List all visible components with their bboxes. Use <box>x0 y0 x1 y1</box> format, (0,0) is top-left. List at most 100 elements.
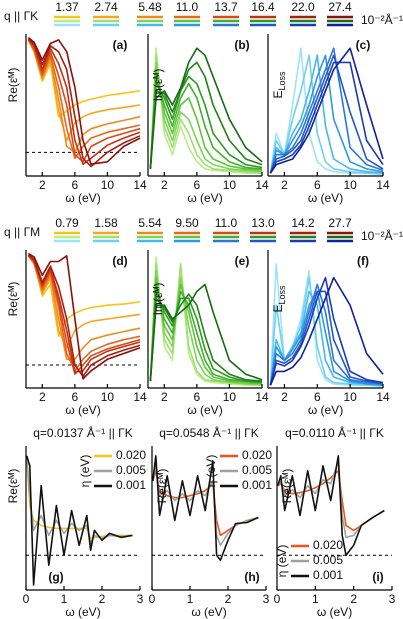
x-tick-label: 10 <box>101 178 115 192</box>
curve <box>269 61 384 174</box>
x-tick-label: 10 <box>223 178 237 192</box>
legend-entry: 5.54 <box>138 216 162 230</box>
legend-entry: 5.48 <box>138 0 162 14</box>
curve <box>269 290 384 386</box>
x-tick-label: 0 <box>23 592 30 606</box>
x-tick-label: 3 <box>263 592 270 606</box>
y-axis-label-main: Im(εᴹ) <box>151 69 165 102</box>
x-tick-label: 2 <box>350 592 357 606</box>
y-axis-label: Im(εᴹ) <box>151 69 165 102</box>
y-axis-label-main: Re(εᴹ) <box>155 469 169 504</box>
y-axis-label-sub: Loss <box>277 71 287 91</box>
legend-entry: 13.7 <box>214 0 238 14</box>
x-tick-label: 6 <box>194 178 201 192</box>
curve <box>149 276 263 385</box>
y-axis-label: Re(εᴹ) <box>155 469 169 504</box>
legend-entry: 0.020 <box>313 538 343 552</box>
curve <box>149 75 263 169</box>
x-tick-label: 6 <box>314 178 321 192</box>
curve <box>269 47 384 174</box>
y-axis-label-main: Re(εᴹ) <box>6 68 20 103</box>
x-tick-label: 10 <box>101 390 115 404</box>
x-tick-label: 10 <box>343 390 357 404</box>
legend-unit: 10⁻²Å⁻¹ <box>361 12 403 27</box>
x-tick-label: 3 <box>137 592 144 606</box>
legend-title: q || ΓM <box>4 225 40 239</box>
curve <box>277 455 385 556</box>
y-axis-label-sub: Loss <box>277 285 287 305</box>
legend-entry: 1.37 <box>55 0 79 14</box>
x-tick-label: 1 <box>312 592 319 606</box>
legend-entry: 0.020 <box>116 448 146 462</box>
y-axis-label-main: Im(εᴹ) <box>151 283 165 316</box>
x-tick-label: 6 <box>194 390 201 404</box>
y-axis-label: Re(εᴹ) <box>6 68 20 103</box>
curve <box>149 47 263 169</box>
panel-label: (b) <box>234 38 249 52</box>
x-tick-label: 6 <box>72 390 79 404</box>
curve <box>269 47 384 174</box>
curve <box>27 252 141 380</box>
curve <box>27 253 141 378</box>
curve <box>149 61 263 169</box>
y-axis-label: Re(εᴹ) <box>6 469 20 504</box>
y-axis-label: ELoss <box>271 285 287 313</box>
x-tick-label: 14 <box>133 178 147 192</box>
legend-entry: 0.79 <box>55 216 79 230</box>
x-tick-label: 0 <box>274 592 281 606</box>
curve <box>27 38 141 165</box>
legend-title: η (eV) <box>204 455 218 488</box>
curve <box>149 256 262 386</box>
y-axis-label-main: E <box>271 305 285 313</box>
x-tick-label: 3 <box>389 592 396 606</box>
curve <box>149 61 263 173</box>
panel-title: q=0.0548 Å⁻¹ || ΓK <box>159 425 259 440</box>
legend-entry: 2.74 <box>94 0 118 14</box>
curve <box>27 36 141 165</box>
curve <box>269 283 384 386</box>
legend-title: η (eV) <box>275 545 289 578</box>
legend-entry: 0.001 <box>116 478 146 492</box>
legend-entry: 1.58 <box>94 216 118 230</box>
legend-title: q || ΓK <box>4 9 38 23</box>
x-axis-label: ω (eV) <box>187 403 222 417</box>
legend-unit: 10⁻²Å⁻¹ <box>361 228 403 243</box>
curve <box>26 455 133 586</box>
x-axis-label: ω (eV) <box>65 191 100 205</box>
legend-entry: 0.020 <box>242 448 272 462</box>
panel-label: (f) <box>357 254 369 268</box>
x-tick-label: 14 <box>255 178 269 192</box>
x-axis-label: ω (eV) <box>191 605 226 619</box>
x-axis-label: ω (eV) <box>187 191 222 205</box>
x-tick-label: 2 <box>225 592 232 606</box>
legend-entry: 0.001 <box>242 478 272 492</box>
panel-label: (a) <box>113 38 128 52</box>
x-axis-label: ω (eV) <box>65 403 100 417</box>
curve <box>269 54 384 174</box>
y-axis-label-main: Re(εᴹ) <box>280 469 294 504</box>
y-axis-label: Im(εᴹ) <box>151 283 165 316</box>
curve <box>27 255 141 375</box>
y-axis-label-main: Re(εᴹ) <box>6 469 20 504</box>
panel-label: (e) <box>235 254 250 268</box>
x-tick-label: 2 <box>39 390 46 404</box>
y-axis-label: Re(εᴹ) <box>280 469 294 504</box>
x-axis-label: ω (eV) <box>65 605 100 619</box>
panel-title: q=0.0137 Å⁻¹ || ΓK <box>33 425 133 440</box>
x-tick-label: 14 <box>255 390 269 404</box>
x-tick-label: 1 <box>187 592 194 606</box>
x-tick-label: 2 <box>281 178 288 192</box>
y-axis-label-main: E <box>271 91 285 99</box>
x-tick-label: 14 <box>376 178 390 192</box>
legend-title: η (eV) <box>78 455 92 488</box>
x-tick-label: 0 <box>149 592 156 606</box>
legend-entry: 0.005 <box>242 463 272 477</box>
curve <box>27 38 141 168</box>
curve <box>269 54 383 174</box>
legend-entry: 9.50 <box>175 216 199 230</box>
panel-label: (h) <box>244 570 259 584</box>
x-tick-label: 10 <box>223 390 237 404</box>
x-tick-label: 14 <box>133 390 147 404</box>
curve <box>149 290 263 384</box>
